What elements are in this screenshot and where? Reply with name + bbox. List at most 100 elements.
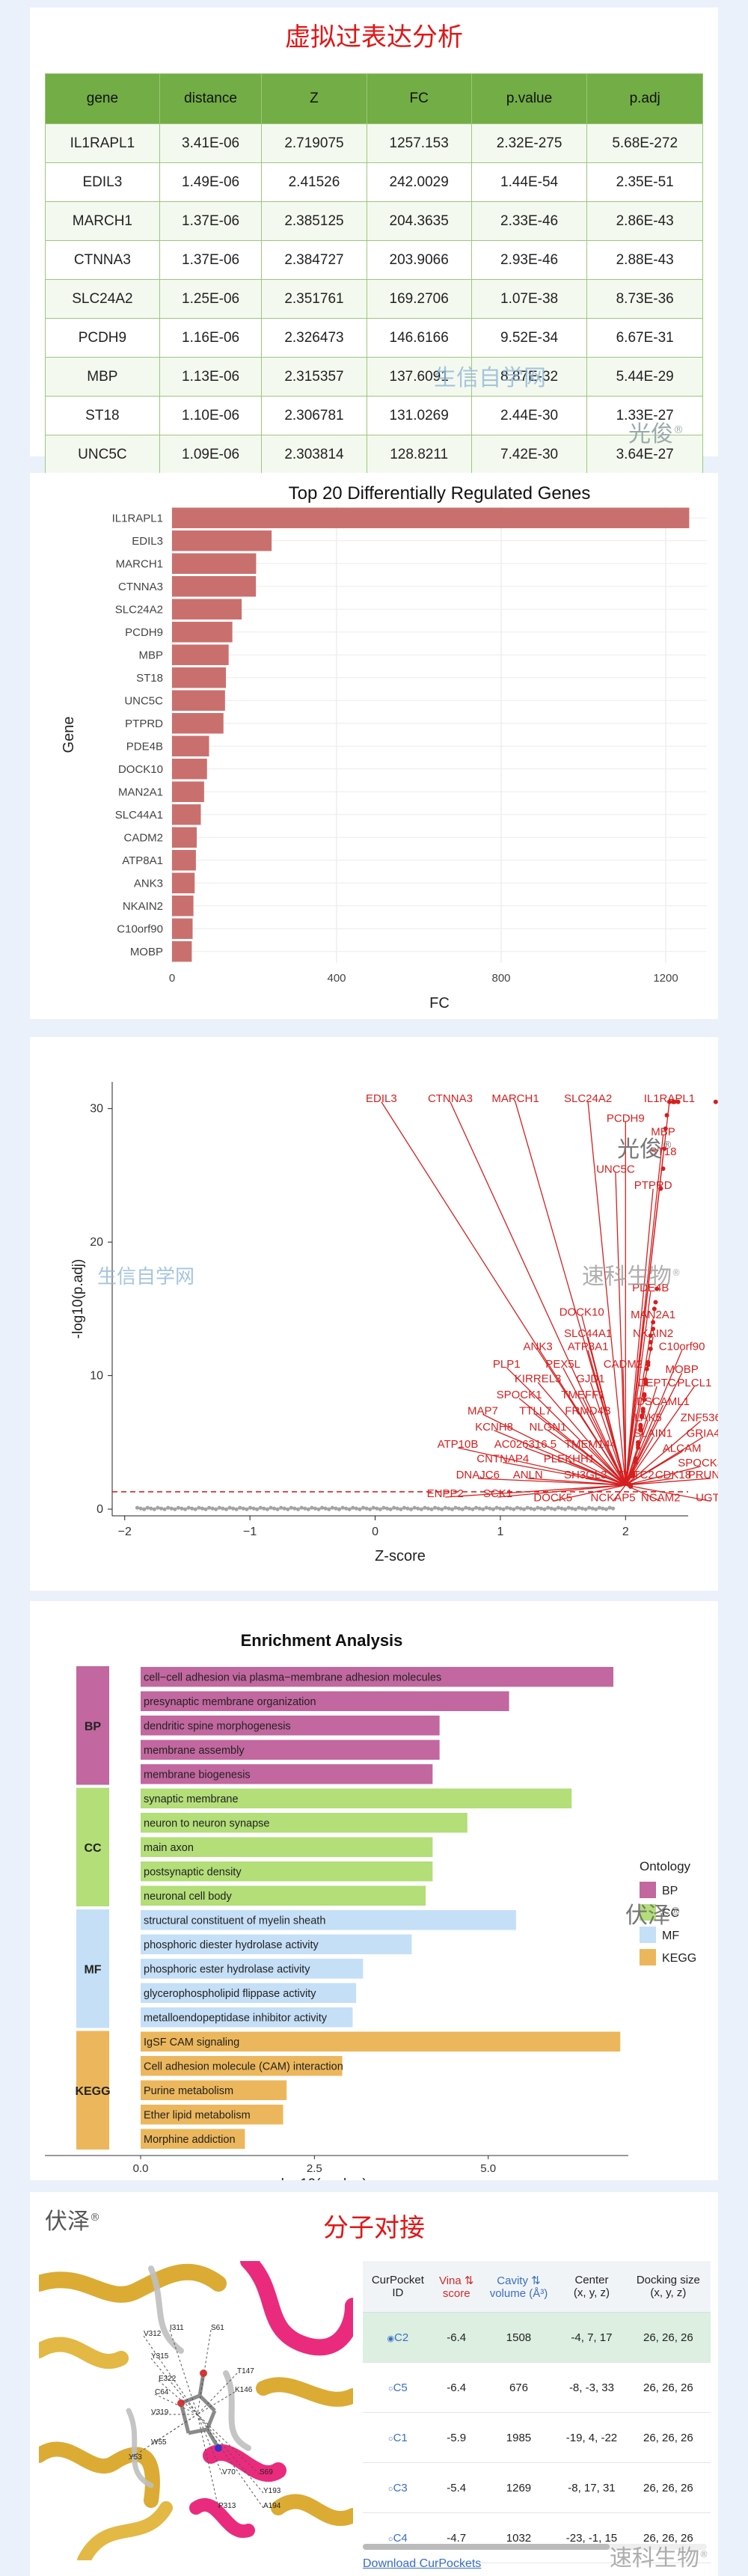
data-point [310,1505,314,1510]
point-label: UNC5C [596,1163,635,1175]
data-point [344,1506,349,1511]
legend-swatch [640,1882,656,1898]
point-label: DOCK10 [560,1306,604,1318]
tick-label: 5.0 [480,2162,496,2175]
table-cell: 1.44E-54 [470,162,588,202]
table-cell: 2.315357 [261,357,367,397]
data-point [340,1505,345,1510]
interaction-line [128,2414,198,2460]
data-point [652,1306,657,1312]
point-label: NKAIN2 [633,1327,673,1340]
column-header[interactable]: CurPocket ID [363,2261,433,2313]
y-axis-label: Gene [61,717,77,753]
pocket-row[interactable]: ◉C2 -6.4 1508 -4, 7, 17 26, 26, 26 [363,2312,711,2363]
table-cell: MARCH1 [45,201,160,241]
label-connector [625,1437,654,1486]
label-connector [537,1382,626,1486]
tick-label: 30 [90,1103,103,1116]
column-header: gene [45,73,160,124]
top20-bar-chart: IL1RAPL1 EDIL3 MARCH1 CTNNA3 SLC24A2 PCDH9 MBP… [61,483,707,1012]
table-cell: 7.42E-30 [470,435,588,474]
point-label: CNTNAP4 [476,1453,529,1466]
label-connector [625,1420,702,1486]
point-label: MOBP [666,1363,699,1376]
interaction-line [169,2329,198,2415]
table-cell: 3.41E-06 [159,123,263,163]
data-point [573,1507,577,1511]
data-point [477,1506,482,1511]
bar [172,644,229,665]
point-label: TMEM144 [565,1438,616,1451]
pocket-row[interactable]: ○C3 -5.4 1269 -8, 17, 31 26, 26, 26 [363,2462,711,2513]
radio-icon: ○ [387,2534,393,2544]
data-point [275,1507,280,1511]
bar [172,553,257,574]
label-connector [585,1478,626,1486]
column-header[interactable]: Vina ⇅ score [432,2261,480,2313]
data-point [135,1505,140,1510]
data-point [145,1505,150,1510]
data-point [269,1505,273,1510]
legend-swatch [640,1949,656,1965]
point-label: NCKAP5 [591,1491,636,1504]
column-header[interactable]: Cavity ⇅ volume (Å³) [479,2261,558,2313]
protein-ribbon [148,2266,184,2354]
data-point [505,1505,509,1510]
data-point [316,1507,321,1511]
column-header: distance [159,73,263,124]
table-cell: -6.4 [432,2362,480,2413]
legend-label: CC [662,1907,679,1920]
data-point [583,1507,588,1511]
table-cell: 2.44E-30 [470,396,588,435]
bar [141,2031,621,2052]
tick-label: SLC24A2 [115,603,163,616]
point-label: FRMD4B [565,1404,611,1417]
data-point [664,1113,669,1118]
table-cell: 2.384727 [261,240,367,280]
data-point [138,1506,143,1511]
table-scrollbar[interactable] [363,2544,707,2550]
point-label: PCDH9 [607,1113,645,1125]
table-cell: 2.33E-46 [470,201,588,241]
docking-panel: 伏泽® 分子对接 I311 S61 T147 K146 Y315 E322 V312 C64 V… [30,2192,718,2576]
data-point [508,1506,512,1511]
data-point [361,1505,366,1510]
data-point [334,1506,338,1511]
table-cell: 128.8211 [366,435,472,474]
table-cell: 1985 [479,2412,558,2463]
data-point [231,1506,236,1511]
data-point [282,1506,286,1511]
label-connector [625,1372,683,1486]
data-point [648,1346,653,1351]
tick-label: MAN2A1 [118,786,163,798]
tick-label: 1 [497,1526,503,1538]
download-curpockets-link[interactable]: Download CurPockets [363,2557,482,2570]
bar [172,713,224,734]
data-point [640,1414,645,1419]
chart-title: Top 20 Differentially Regulated Genes [289,483,591,504]
point-label: MAN2A1 [631,1309,675,1321]
tick-label: ANK3 [134,877,163,890]
pocket-row[interactable]: ○C5 -6.4 676 -8, -3, 33 26, 26, 26 [363,2362,711,2413]
label-connector [587,1101,626,1486]
data-point [525,1505,530,1510]
interaction-line [197,2414,264,2494]
overexpression-table: gene distance Z FC p.value p.adj IL1RAPL1 3.41… [45,73,703,474]
data-point [529,1506,533,1511]
data-point [443,1505,447,1510]
bar [141,1691,509,1711]
column-header: Center (x, y, z) [557,2261,626,2313]
table-cell: ST18 [45,396,160,435]
data-point [549,1506,554,1511]
data-point [654,1286,660,1291]
data-point [176,1505,180,1510]
pocket-row[interactable]: ○C1 -5.9 1985 -19, 4, -22 26, 26, 26 [363,2412,711,2463]
data-point [470,1507,475,1511]
bar [172,850,196,871]
table-cell: 1.25E-06 [159,279,263,319]
pocket-row[interactable]: ○C4 -4.7 1032 -23, -1, 15 26, 26, 26 [363,2512,711,2563]
data-point [149,1506,153,1511]
bar [141,1764,433,1784]
data-point [183,1507,188,1511]
residue-label: A194 [263,2502,281,2510]
